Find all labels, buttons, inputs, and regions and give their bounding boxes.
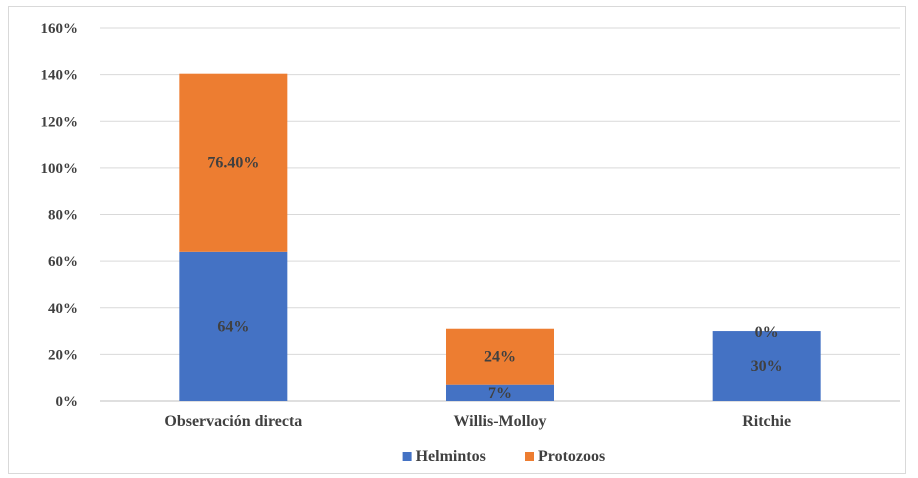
legend-swatch bbox=[402, 452, 412, 461]
y-tick-label: 80% bbox=[48, 208, 78, 224]
y-tick-label: 100% bbox=[41, 161, 79, 177]
y-tick-label: 140% bbox=[41, 68, 79, 84]
y-tick-label: 120% bbox=[41, 114, 79, 130]
data-label: 24% bbox=[484, 349, 516, 366]
data-label: 30% bbox=[751, 358, 783, 375]
data-label: 7% bbox=[488, 385, 512, 402]
y-tick-label: 20% bbox=[48, 347, 78, 363]
y-tick-label: 60% bbox=[48, 254, 78, 270]
bar-protozoos bbox=[179, 73, 288, 252]
legend-swatch bbox=[525, 452, 534, 461]
data-label: 0% bbox=[755, 324, 779, 341]
bar-protozoos bbox=[446, 328, 554, 385]
data-label: 64% bbox=[217, 318, 249, 335]
category-label: Observación directa bbox=[164, 413, 302, 430]
y-tick-label: 40% bbox=[48, 301, 78, 317]
category-label: Ritchie bbox=[742, 413, 791, 430]
data-label: 76.40% bbox=[207, 155, 259, 172]
bar-helmintos bbox=[179, 251, 288, 401]
legend-label: Protozoos bbox=[538, 448, 605, 465]
bar-helmintos bbox=[446, 384, 554, 401]
y-tick-label: 160% bbox=[41, 21, 79, 37]
category-label: Willis-Molloy bbox=[453, 413, 546, 430]
y-tick-label: 0% bbox=[56, 394, 79, 410]
legend-label: Helmintos bbox=[416, 448, 486, 465]
bar-helmintos bbox=[712, 331, 821, 401]
